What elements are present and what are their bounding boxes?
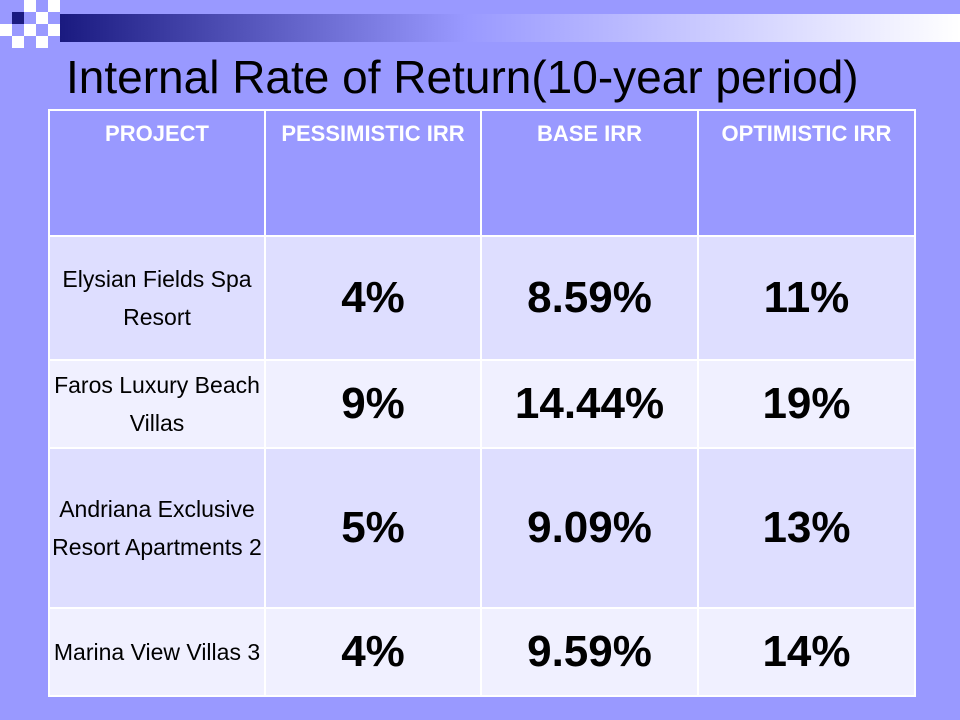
- decor-square: [36, 36, 48, 48]
- pessimistic-irr: 5%: [264, 447, 482, 609]
- decor-square: [24, 24, 36, 36]
- header-base: BASE IRR: [480, 109, 699, 237]
- irr-table: PROJECT PESSIMISTIC IRR BASE IRR OPTIMIS…: [48, 109, 916, 697]
- optimistic-irr: 19%: [697, 359, 916, 449]
- table-row: Marina View Villas 3 4% 9.59% 14%: [48, 607, 916, 697]
- pessimistic-irr: 4%: [264, 235, 482, 361]
- pessimistic-irr: 4%: [264, 607, 482, 697]
- project-name: Faros Luxury Beach Villas: [48, 359, 266, 449]
- decor-square: [0, 24, 12, 36]
- optimistic-irr: 13%: [697, 447, 916, 609]
- project-name: Marina View Villas 3: [48, 607, 266, 697]
- decor-square: [48, 24, 60, 36]
- table-row: Faros Luxury Beach Villas 9% 14.44% 19%: [48, 359, 916, 449]
- decor-square: [12, 36, 24, 48]
- base-irr: 8.59%: [480, 235, 699, 361]
- project-name: Elysian Fields Spa Resort: [48, 235, 266, 361]
- slide-title: Internal Rate of Return(10-year period): [66, 51, 859, 103]
- decor-square: [12, 12, 24, 24]
- table-row: Andriana Exclusive Resort Apartments 2 5…: [48, 447, 916, 609]
- table-row: Elysian Fields Spa Resort 4% 8.59% 11%: [48, 235, 916, 361]
- base-irr: 14.44%: [480, 359, 699, 449]
- optimistic-irr: 11%: [697, 235, 916, 361]
- decor-square: [36, 12, 48, 24]
- header-optimistic: OPTIMISTIC IRR: [697, 109, 916, 237]
- header-pessimistic: PESSIMISTIC IRR: [264, 109, 482, 237]
- project-name: Andriana Exclusive Resort Apartments 2: [48, 447, 266, 609]
- pessimistic-irr: 9%: [264, 359, 482, 449]
- header-project: PROJECT: [48, 109, 266, 237]
- decor-square: [24, 0, 36, 12]
- optimistic-irr: 14%: [697, 607, 916, 697]
- header-gradient-bar: [60, 14, 960, 42]
- base-irr: 9.59%: [480, 607, 699, 697]
- decor-square: [48, 0, 60, 12]
- base-irr: 9.09%: [480, 447, 699, 609]
- table-header-row: PROJECT PESSIMISTIC IRR BASE IRR OPTIMIS…: [48, 109, 916, 237]
